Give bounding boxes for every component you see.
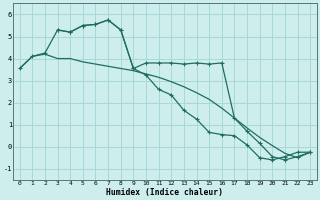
X-axis label: Humidex (Indice chaleur): Humidex (Indice chaleur) [107, 188, 223, 197]
